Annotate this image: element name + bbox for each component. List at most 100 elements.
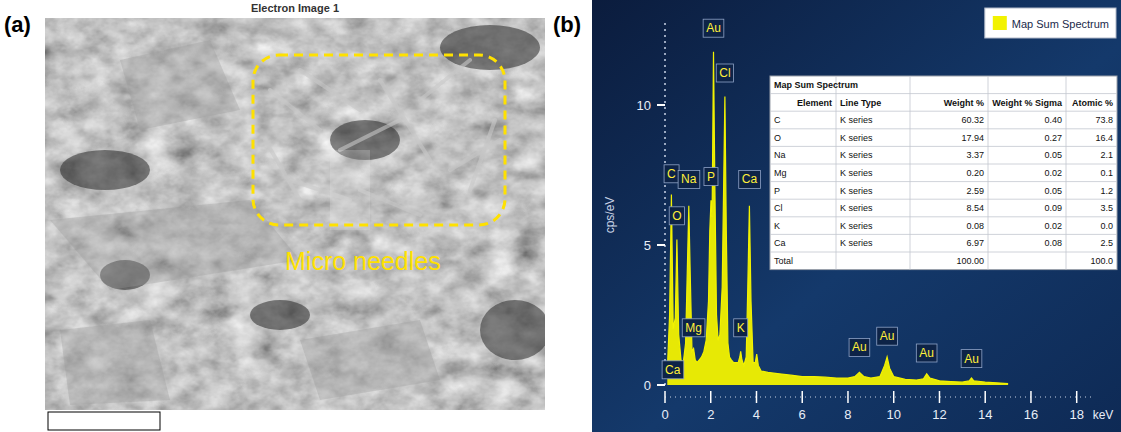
peak-label-text: Au — [964, 352, 979, 366]
table-rule — [770, 181, 1117, 182]
table-header: Weight % — [944, 98, 984, 108]
sem-texture — [45, 18, 545, 410]
legend: Map Sum Spectrum — [985, 8, 1116, 38]
x-tick — [1030, 391, 1032, 403]
x-tick-label: 12 — [932, 407, 946, 422]
pore — [250, 300, 310, 330]
peak-label-box — [703, 19, 724, 37]
needle — [470, 120, 495, 190]
table-cell: 0.08 — [1044, 238, 1062, 248]
sem-base — [45, 18, 545, 410]
peak-label: Mg — [682, 319, 705, 337]
table-header: Weight % Sigma — [992, 98, 1063, 108]
table-cell: 100.0 — [1090, 256, 1113, 266]
table-cell: 100.00 — [956, 256, 984, 266]
peak-label-box — [734, 319, 748, 337]
table-cell: 3.37 — [966, 150, 984, 160]
y-tick-label: 10 — [637, 98, 651, 113]
table-cell: Mg — [774, 168, 787, 178]
peak-label-text: Au — [706, 21, 721, 35]
peak-label-text: P — [707, 170, 715, 184]
x-tick-label: 8 — [844, 407, 851, 422]
peak-label: K — [734, 319, 748, 337]
table-cell: K series — [840, 203, 873, 213]
y-tick-label: 5 — [644, 238, 651, 253]
table-cell: 0.27 — [1044, 133, 1062, 143]
table-rule — [988, 76, 989, 270]
peak-label-box — [849, 338, 870, 356]
peak-label-text: Au — [880, 329, 895, 343]
plate — [120, 40, 240, 130]
plate — [300, 320, 440, 400]
table-frame — [770, 76, 1117, 270]
table-cell: 2.5 — [1100, 238, 1113, 248]
peak-label-box — [916, 344, 937, 362]
table-rule — [836, 76, 837, 270]
table-cell: 0.1 — [1100, 168, 1113, 178]
table-rule — [770, 164, 1117, 165]
highlight-box — [253, 55, 505, 225]
peak-label: P — [704, 168, 718, 186]
x-tick-label: 2 — [707, 407, 714, 422]
table-cell: 2.1 — [1100, 150, 1113, 160]
y-tick — [657, 244, 665, 246]
legend-box — [985, 8, 1116, 38]
needle — [450, 140, 500, 170]
pore — [480, 300, 545, 360]
legend-label: Map Sum Spectrum — [1012, 18, 1109, 30]
y-axis — [664, 21, 666, 385]
table-cell: 0.09 — [1044, 203, 1062, 213]
peak-label: Au — [916, 344, 937, 362]
peak-label-text: Ca — [665, 363, 681, 377]
y-tick-label: 0 — [644, 378, 651, 393]
table-rule — [770, 216, 1117, 217]
table-cell: P — [774, 186, 780, 196]
table-cell: K series — [840, 133, 873, 143]
table-cell: K series — [840, 238, 873, 248]
x-tick-label: 14 — [978, 407, 992, 422]
peak-label: Au — [703, 19, 724, 37]
peak-label-text: K — [737, 321, 745, 335]
x-tick — [939, 391, 941, 403]
table-cell: Na — [774, 150, 786, 160]
x-tick-label: 0 — [661, 407, 668, 422]
x-tick — [756, 391, 758, 403]
table-rule — [1066, 76, 1067, 270]
bright-spot — [330, 150, 370, 230]
x-tick — [847, 391, 849, 403]
image-title: Electron Image 1 — [251, 2, 339, 14]
peak-label: Cl — [716, 64, 733, 82]
needle — [270, 90, 320, 130]
x-tick — [893, 391, 895, 403]
spectrum-background — [592, 0, 1121, 432]
x-tick — [984, 391, 986, 403]
table-cell: 0.0 — [1100, 221, 1113, 231]
table-cell: 0.02 — [1044, 168, 1062, 178]
table-rule — [770, 93, 1117, 94]
results-table: Map Sum SpectrumElementLine TypeWeight %… — [770, 76, 1117, 270]
table-rule — [770, 128, 1117, 129]
y-tick — [657, 104, 665, 106]
table-cell: 3.5 — [1100, 203, 1113, 213]
needle — [420, 60, 470, 100]
table-title: Map Sum Spectrum — [774, 80, 858, 90]
peak-label-box — [739, 170, 761, 188]
table-cell: K — [774, 221, 780, 231]
table-cell: 0.20 — [966, 168, 984, 178]
peak-label-text: Mg — [685, 321, 702, 335]
table-rule — [770, 252, 1117, 253]
peak-label-text: O — [672, 209, 681, 223]
x-tick-label: 4 — [753, 407, 760, 422]
sem-image — [45, 18, 545, 410]
table-cell: 0.05 — [1044, 186, 1062, 196]
annotation: Micro needles — [285, 247, 441, 275]
y-tick — [657, 384, 665, 386]
plate — [60, 320, 170, 405]
x-axis-title: keV — [1093, 408, 1114, 422]
peak-label-box — [678, 170, 700, 188]
table-cell: 17.94 — [961, 133, 984, 143]
peak-label-box — [662, 361, 684, 379]
table-cell: C — [774, 115, 781, 125]
table-header: Element — [797, 98, 832, 108]
needle — [380, 80, 430, 160]
